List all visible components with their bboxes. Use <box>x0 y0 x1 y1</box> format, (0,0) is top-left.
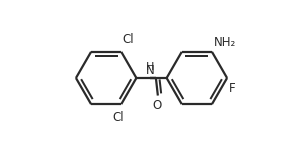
Text: F: F <box>229 82 236 95</box>
Text: O: O <box>152 99 161 112</box>
Text: Cl: Cl <box>122 33 134 46</box>
Text: NH₂: NH₂ <box>214 37 236 49</box>
Text: Cl: Cl <box>112 111 124 124</box>
Text: N: N <box>146 64 154 77</box>
Text: H: H <box>146 62 154 72</box>
